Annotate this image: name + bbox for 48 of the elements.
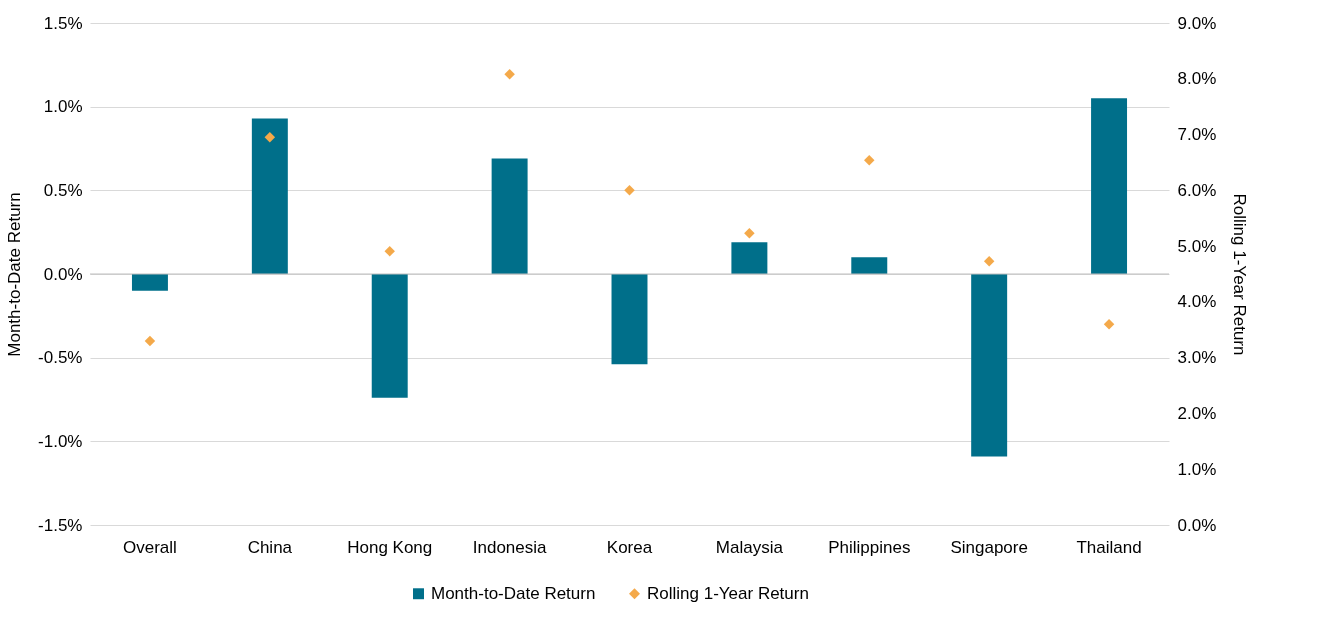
y2-tick-label: 5.0%	[1177, 236, 1217, 256]
bar	[251, 118, 288, 274]
point	[144, 335, 156, 347]
legend-label: Month-to-Date Return	[431, 583, 596, 603]
point	[983, 255, 995, 267]
y-tick-label: 1.5%	[43, 13, 83, 33]
bar	[1091, 98, 1128, 274]
y-tick-label: -0.5%	[38, 348, 83, 368]
y2-tick-label: 3.0%	[1177, 348, 1217, 368]
x-tick-label: Singapore	[950, 537, 1028, 557]
y2-tick-label: 1.0%	[1177, 459, 1217, 479]
x-tick-label: Indonesia	[472, 537, 548, 557]
point	[264, 132, 276, 143]
y-axis-title: Month-to-Date Return	[5, 192, 25, 357]
y-tick-label: 0.0%	[43, 264, 83, 284]
x-tick-label: Philippines	[828, 537, 911, 557]
y-tick-label: 0.5%	[43, 180, 83, 200]
bar	[851, 257, 888, 274]
y2-axis-title: Rolling 1-Year Return	[1230, 193, 1250, 356]
x-tick-label: Korea	[606, 537, 653, 557]
x-tick-label: China	[247, 537, 293, 557]
x-tick-label: Hong Kong	[347, 537, 433, 557]
y2-tick-label: 8.0%	[1177, 69, 1217, 89]
point	[864, 154, 875, 166]
legend-label: Rolling 1-Year Return	[647, 583, 809, 603]
y-tick-label: -1.0%	[38, 431, 83, 451]
x-tick-label: Malaysia	[715, 537, 784, 557]
y2-tick-label: 7.0%	[1177, 125, 1217, 145]
bar	[731, 242, 768, 274]
bar	[611, 274, 648, 365]
y2-tick-label: 9.0%	[1177, 13, 1217, 33]
point	[624, 185, 635, 196]
bar	[131, 274, 168, 291]
y-tick-label: 1.0%	[43, 97, 83, 117]
point	[504, 69, 515, 80]
bar	[371, 274, 408, 398]
y2-tick-label: 4.0%	[1177, 292, 1217, 312]
x-tick-label: Thailand	[1076, 537, 1142, 557]
y2-tick-label: 0.0%	[1177, 515, 1217, 535]
x-tick-label: Overall	[123, 537, 177, 557]
point	[1103, 318, 1115, 330]
bar	[491, 158, 528, 274]
y-tick-label: -1.5%	[38, 515, 83, 535]
point	[384, 245, 395, 257]
bar	[971, 274, 1008, 457]
y2-tick-label: 6.0%	[1177, 180, 1217, 200]
point	[744, 228, 755, 239]
y2-tick-label: 2.0%	[1177, 403, 1217, 423]
